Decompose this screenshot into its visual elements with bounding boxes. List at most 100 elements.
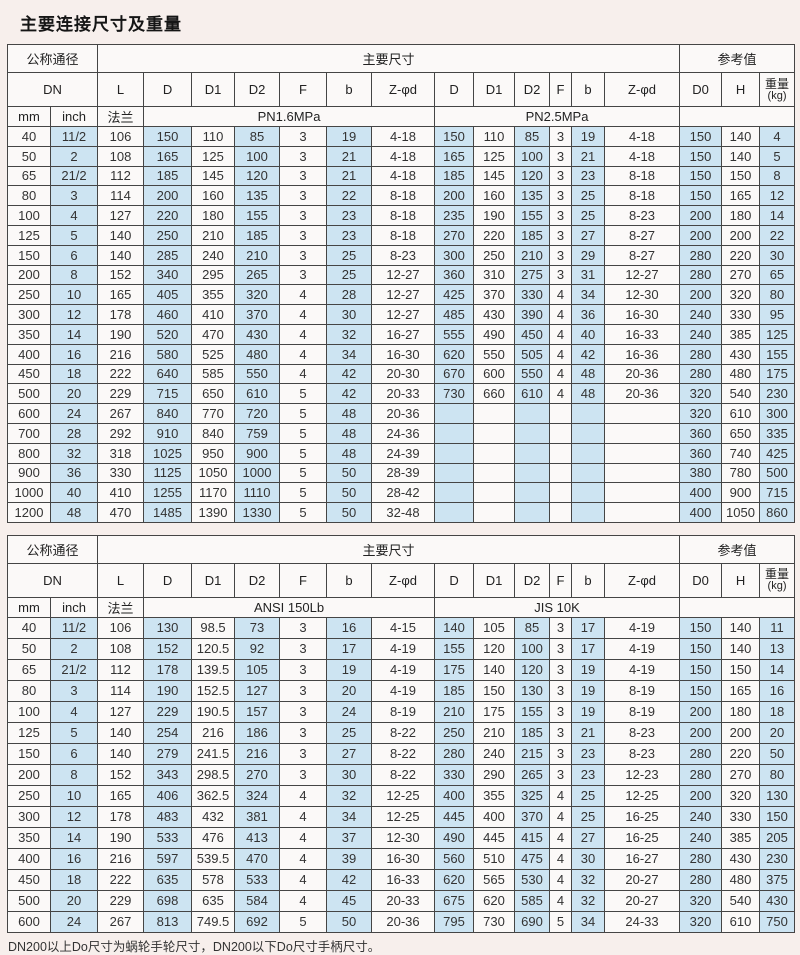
value-cell: 150 — [434, 126, 475, 147]
value-cell: 280 — [679, 343, 723, 365]
value-cell: 125 — [7, 721, 51, 744]
col-header-Zd: Z-φd — [371, 72, 436, 107]
value-cell: 400 — [679, 502, 723, 523]
value-cell: 330 — [721, 805, 761, 828]
value-cell — [571, 403, 606, 424]
value-cell: 5 — [549, 910, 573, 933]
value-cell: 310 — [473, 264, 516, 286]
value-cell: 190.5 — [191, 700, 236, 723]
value-cell: 125 — [759, 323, 796, 345]
value-cell: 32-48 — [371, 502, 436, 523]
value-cell: 298.5 — [191, 763, 236, 786]
value-cell: 292 — [97, 422, 145, 444]
value-cell: 12 — [759, 185, 796, 207]
value-cell — [514, 422, 551, 444]
value-cell: 110 — [473, 126, 516, 147]
value-cell: 565 — [473, 868, 516, 891]
value-cell: 178 — [143, 658, 193, 681]
value-cell: 4-19 — [604, 637, 681, 660]
table-row: 150 6 140 279 241.5 216 3 27 8-22 280 240 215 3 23 8-2… — [7, 742, 796, 765]
value-cell: 318 — [97, 442, 145, 464]
value-cell: 14 — [49, 323, 99, 345]
value-cell: 140 — [97, 721, 145, 744]
value-cell: 430 — [721, 343, 761, 365]
value-cell: 8-23 — [604, 742, 681, 765]
value-cell: 145 — [191, 165, 236, 187]
value-cell: 1330 — [234, 502, 281, 523]
table-row: 450 18 222 640 585 550 4 42 20-30 670 600 550 4 48 20-… — [7, 363, 796, 385]
value-cell: 550 — [473, 343, 516, 365]
value-cell: 750 — [759, 910, 796, 933]
value-cell: 222 — [97, 363, 145, 385]
value-cell: 267 — [97, 910, 145, 933]
value-cell: 450 — [514, 323, 551, 345]
value-cell: 10 — [49, 784, 99, 807]
value-cell: 24-36 — [371, 422, 436, 444]
value-cell: 3 — [49, 185, 99, 207]
value-cell: 280 — [679, 847, 723, 870]
value-cell: 36 — [49, 462, 99, 484]
value-cell: 250 — [7, 784, 51, 807]
value-cell: 230 — [759, 847, 796, 870]
value-cell: 140 — [721, 145, 761, 167]
value-cell: 200 — [679, 784, 723, 807]
value-cell: 130 — [759, 784, 796, 807]
value-cell: 20-30 — [371, 363, 436, 385]
value-cell: 200 — [679, 700, 723, 723]
table-row: 600 24 267 813 749.5 692 5 50 20-36 795 730 690 5 34 2… — [7, 910, 796, 933]
value-cell: 4 — [549, 784, 573, 807]
value-cell: 8-22 — [371, 742, 436, 765]
column-header-row: DN L D D1 D2 F b Z-φd D D1 D2 F b Z-φd D… — [6, 72, 796, 107]
value-cell: 19 — [326, 658, 373, 681]
value-cell: 585 — [191, 363, 236, 385]
value-cell: 178 — [97, 304, 145, 325]
value-cell: 385 — [721, 323, 761, 345]
value-cell: 450 — [7, 363, 51, 385]
table-row: 80 3 114 200 160 135 3 22 8-18 200 160 135 3 25 8-18 15… — [7, 185, 796, 207]
value-cell: 8-22 — [371, 763, 436, 786]
value-cell: 30 — [759, 244, 796, 266]
value-cell: 85 — [234, 126, 281, 147]
weight-unit: (kg) — [767, 580, 787, 593]
value-cell: 670 — [434, 363, 475, 385]
value-cell: 16-30 — [371, 343, 436, 365]
main-dimensions-header: 主要尺寸 — [97, 44, 681, 73]
value-cell: 22 — [326, 185, 373, 207]
value-cell: 210 — [434, 700, 475, 723]
value-cell: 480 — [721, 868, 761, 891]
col-header-D2: D2 — [514, 562, 551, 598]
value-cell: 3 — [279, 185, 328, 207]
value-cell: 324 — [234, 784, 281, 807]
value-cell — [514, 502, 551, 523]
value-cell: 190 — [97, 826, 145, 849]
value-cell: 280 — [679, 868, 723, 891]
value-cell: 540 — [721, 383, 761, 405]
value-cell: 152 — [97, 763, 145, 786]
value-cell: 16-30 — [604, 304, 681, 325]
value-cell: 19 — [326, 126, 373, 147]
value-cell: 280 — [679, 264, 723, 286]
value-cell: 400 — [473, 805, 516, 828]
table-row: 800 32 318 1025 950 900 5 48 24-39 360 740 425 — [7, 442, 796, 464]
value-cell: 300 — [434, 244, 475, 266]
col-header-weight: 重量 (kg) — [759, 562, 796, 598]
value-cell: 150 — [7, 742, 51, 765]
value-cell: 210 — [514, 244, 551, 266]
value-cell: 400 — [434, 784, 475, 807]
value-cell: 730 — [434, 383, 475, 405]
value-cell — [514, 442, 551, 464]
value-cell: 216 — [97, 343, 145, 365]
value-cell: 140 — [97, 742, 145, 765]
value-cell: 240 — [679, 826, 723, 849]
value-cell: 3 — [549, 205, 573, 226]
value-cell: 30 — [326, 304, 373, 325]
value-cell: 215 — [514, 742, 551, 765]
blank-header-cell — [679, 106, 796, 127]
value-cell: 3 — [549, 700, 573, 723]
value-cell: 4 — [759, 126, 796, 147]
value-cell: 254 — [143, 721, 193, 744]
value-cell: 105 — [234, 658, 281, 681]
value-cell: 300 — [7, 805, 51, 828]
value-cell: 12-25 — [371, 784, 436, 807]
value-cell: 4 — [549, 847, 573, 870]
